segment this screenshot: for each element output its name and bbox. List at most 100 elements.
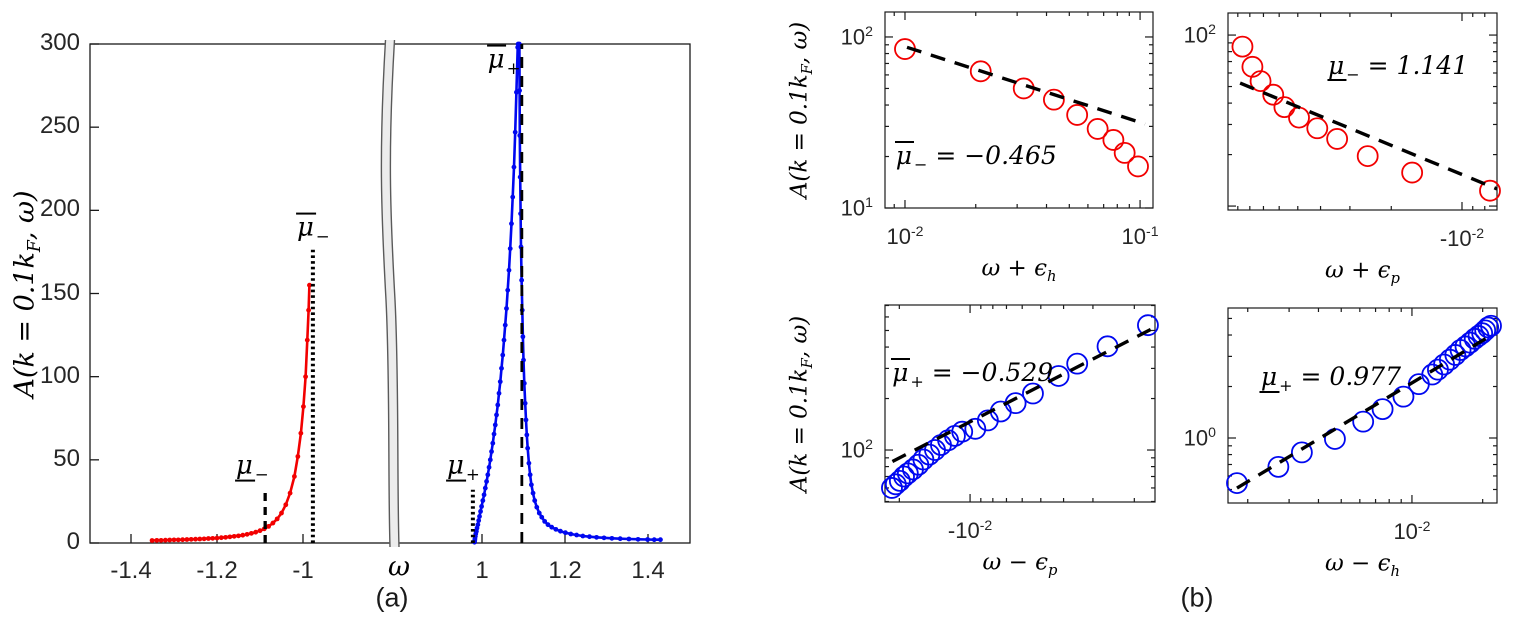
b-top-left-data-circle xyxy=(1113,141,1136,164)
panel-a-particle-branch-marker xyxy=(500,352,506,358)
b-bottom-left-data-circle xyxy=(944,424,966,447)
panel-a-particle-branch-marker xyxy=(490,440,496,446)
panel-a-particle-branch-marker xyxy=(601,535,607,541)
panel-a-particle-branch-marker xyxy=(482,485,488,491)
panel-a-hole-branch-line xyxy=(152,285,311,542)
panel-a-hole-branch-marker xyxy=(253,529,259,535)
panel-a-hole-branch-marker xyxy=(197,536,203,542)
b-bottom-right-data-circle xyxy=(1477,316,1500,339)
panel-a-particle-branch-marker xyxy=(658,537,663,543)
panel-a-particle-branch-marker xyxy=(506,267,512,273)
panel-a-particle-branch-marker xyxy=(524,432,530,438)
panel-a-ytick-label: 100 xyxy=(39,361,80,389)
b-top-left-xtick-label: 10-1 xyxy=(1121,222,1159,250)
b-top-left-data-circle xyxy=(1066,104,1089,126)
panel-a-hole-branch-marker xyxy=(167,537,173,543)
panel-a-particle-branch-marker xyxy=(520,334,526,340)
b-top-right-data-circle xyxy=(1262,83,1285,106)
b-bottom-left-axes-box xyxy=(884,304,1156,503)
panel-a-particle-branch-line xyxy=(473,42,661,543)
panel-a-particle-branch-marker xyxy=(476,518,482,523)
panel-a-axis-break-band xyxy=(381,40,399,547)
panel-a-particle-branch-marker xyxy=(477,513,482,519)
panel-a-hole-branch-marker xyxy=(304,337,310,343)
panel-a-hole-branch-marker xyxy=(292,474,297,479)
panel-a-hole-branch-marker xyxy=(236,533,241,539)
b-bottom-left-data-circle xyxy=(888,469,911,492)
b-bottom-left-data-circle xyxy=(1022,382,1044,405)
panel-a-hole-branch-marker xyxy=(274,516,280,522)
panel-a-particle-branch-marker xyxy=(539,514,545,520)
b-top-left-data-circle xyxy=(1127,155,1149,178)
b-bottom-left-data-circle xyxy=(1137,314,1159,337)
caption-panel-a: (a) xyxy=(375,582,409,613)
b-bottom-right-data-circle xyxy=(1480,314,1502,337)
b-top-right-slope-annotation: μ − = 1.141 xyxy=(1327,51,1469,85)
b-bottom-left-data-circle xyxy=(951,420,974,443)
panel-a-hole-branch-marker xyxy=(210,535,216,541)
panel-a-axis-break-edge-right xyxy=(389,39,400,548)
panel-a-particle-branch-marker xyxy=(527,472,533,478)
b-top-left-xlabel: ω + ϵh xyxy=(981,255,1057,285)
panel-a-hole-branch-marker xyxy=(158,537,164,543)
panel-a-hole-branch-marker xyxy=(206,536,211,541)
b-top-right-ytick-label: 102 xyxy=(1183,21,1216,48)
b-top-right-data-circle xyxy=(1249,70,1272,92)
b-bottom-left-data-circle xyxy=(1047,365,1070,387)
panel-a-particle-branch-marker xyxy=(486,464,492,470)
panel-a-particle-branch-marker xyxy=(484,479,489,484)
panel-a-particle-branch-marker xyxy=(549,524,555,530)
b-bottom-left-data-circle xyxy=(1066,352,1089,375)
panel-a-hole-branch-marker xyxy=(188,536,194,542)
panel-a-particle-branch-marker xyxy=(563,530,568,536)
b-bottom-left-data-circle xyxy=(881,477,903,499)
panel-a-particle-branch-marker xyxy=(507,246,513,251)
panel-a-hole-branch-marker xyxy=(283,502,289,508)
panel-a-xtick-label: -1 xyxy=(292,557,314,584)
panel-a-particle-branch-marker xyxy=(530,490,536,496)
panel-a-ytick-label: 300 xyxy=(39,29,80,56)
panel-a-ytick-label: 0 xyxy=(66,528,80,555)
panel-a-particle-branch-marker xyxy=(645,537,650,542)
panel-a-particle-branch-marker xyxy=(505,287,511,293)
panel-a-mu-under-plus-label: μ + xyxy=(445,450,480,484)
b-bottom-right-axes-box xyxy=(1227,307,1498,504)
panel-a-hole-branch-marker xyxy=(307,282,312,288)
panel-a-particle-branch-marker xyxy=(542,518,548,524)
panel-a-particle-branch-marker xyxy=(609,535,615,541)
b-top-left-ytick-label: 101 xyxy=(840,194,873,221)
panel-a-particle-branch-marker xyxy=(475,522,481,528)
b-bottom-right-data-circle xyxy=(1267,455,1290,478)
panel-a-hole-branch-marker xyxy=(301,404,306,410)
b-top-right-data-circle xyxy=(1241,55,1264,78)
b-top-right-data-circle xyxy=(1288,106,1310,129)
panel-a-hole-branch-marker xyxy=(223,534,229,540)
panel-a-particle-branch-marker xyxy=(479,504,484,509)
panel-a-xtick-label: -1.2 xyxy=(196,557,238,584)
panel-a-particle-branch-marker xyxy=(574,532,580,538)
panel-a-particle-branch-marker xyxy=(487,457,493,463)
panel-a-particle-branch-marker xyxy=(510,194,516,200)
panel-a-particle-branch-marker xyxy=(491,431,497,437)
panel-a-ytick-label: 150 xyxy=(39,278,80,306)
panel-a-hole-branch-marker xyxy=(231,533,237,539)
panel-a-hole-branch-marker xyxy=(184,537,190,542)
panel-a-particle-branch-marker xyxy=(594,534,599,540)
b-top-right-data-circle xyxy=(1356,145,1379,167)
panel-a-particle-branch-marker xyxy=(495,402,501,408)
panel-a-hole-branch-marker xyxy=(279,510,284,516)
b-top-left-ylabel: A(k = 0.1kF, ω) xyxy=(786,21,816,199)
b-top-right-axes-box xyxy=(1227,12,1498,211)
panel-a-particle-branch-marker xyxy=(568,531,574,537)
panel-a-particle-branch-marker xyxy=(532,498,538,503)
b-top-right-data-circle xyxy=(1401,161,1424,184)
b-bottom-left-xlabel: ω − ϵp xyxy=(982,549,1058,579)
panel-a-hole-branch-marker xyxy=(306,307,311,313)
panel-a-particle-branch-marker xyxy=(522,400,528,406)
panel-a-axis-break-edge-left xyxy=(380,39,391,548)
b-top-right-data-circle xyxy=(1326,128,1349,150)
panel-a-hole-branch-marker xyxy=(201,536,207,542)
b-bottom-left-ytick-label: 102 xyxy=(840,436,873,463)
b-bottom-left-xtick-label: -10-2 xyxy=(947,516,993,544)
